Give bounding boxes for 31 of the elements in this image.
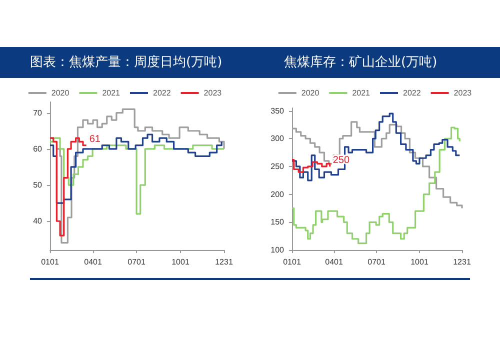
x-tick-label: 0101: [41, 258, 60, 266]
legend-label: 2020: [301, 88, 320, 98]
y-tick-label: 60: [33, 144, 43, 154]
legend-label: 2023: [454, 88, 472, 98]
y-tick-label: 70: [33, 108, 43, 118]
y-tick-label: 250: [270, 162, 285, 171]
legend-label: 2021: [352, 88, 371, 98]
legend-label: 2021: [102, 88, 121, 98]
y-tick-label: 100: [270, 246, 285, 254]
x-tick-label: 0701: [128, 258, 146, 266]
y-tick-label: 200: [270, 190, 285, 199]
x-tick-label: 0101: [283, 258, 302, 266]
x-tick-label: 1001: [172, 258, 190, 266]
x-tick-label: 0401: [325, 258, 344, 266]
x-tick-label: 1231: [453, 258, 472, 266]
y-tick-label: 350: [270, 106, 285, 116]
legend-label: 2022: [153, 88, 172, 98]
chart-title: 图表：焦煤产量：周度日均(万吨): [0, 47, 250, 78]
x-tick-label: 1231: [215, 258, 234, 266]
x-tick-label: 0701: [368, 258, 386, 266]
x-tick-label: 0401: [84, 258, 102, 266]
legend-label: 2022: [403, 88, 422, 98]
legend-label: 2023: [204, 88, 222, 98]
annotation: 61: [89, 134, 101, 145]
y-tick-label: 150: [270, 218, 285, 227]
y-tick-label: 300: [270, 134, 285, 144]
chart-title: 焦煤库存：矿山企业(万吨): [250, 47, 500, 78]
y-tick-label: 40: [33, 216, 43, 226]
y-tick-label: 50: [33, 180, 43, 190]
legend-label: 2020: [51, 88, 70, 98]
x-tick-label: 1001: [410, 258, 429, 266]
